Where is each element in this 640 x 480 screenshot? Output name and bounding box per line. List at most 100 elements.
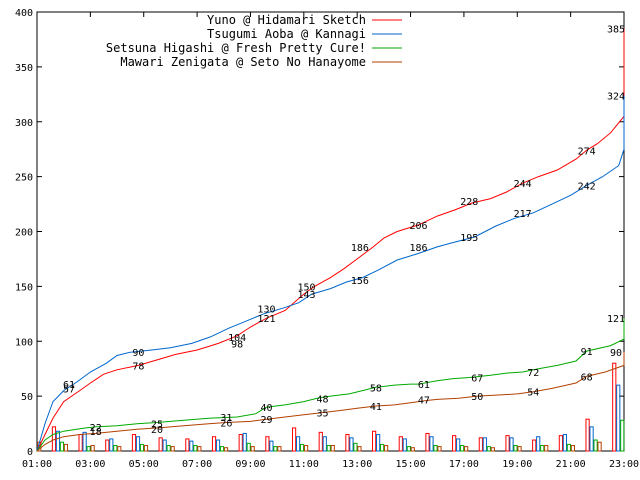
hourly-bar: [429, 436, 434, 452]
y-tick-label: 250: [15, 173, 33, 184]
hourly-bar: [277, 446, 282, 452]
x-tick-label: 15:00: [395, 459, 425, 470]
hourly-bar: [589, 426, 594, 452]
hourly-bar: [82, 431, 87, 452]
hourly-bar: [532, 439, 537, 452]
x-tick-label: 11:00: [289, 459, 319, 470]
hourly-bar: [349, 437, 354, 452]
hourly-bar: [437, 446, 442, 452]
hourly-bar: [330, 445, 335, 452]
y-tick-label: 150: [15, 282, 33, 293]
data-label: 40: [260, 403, 272, 414]
hourly-bar: [211, 436, 217, 452]
hourly-bar: [162, 439, 167, 452]
hourly-bar: [269, 440, 274, 452]
hourly-bar: [452, 435, 457, 452]
cumulative-lines: [36, 28, 625, 452]
hourly-bar: [398, 436, 403, 452]
hourly-bar: [616, 384, 621, 452]
hourly-bar: [246, 442, 251, 452]
hourly-bar: [544, 445, 549, 452]
data-label: 90: [610, 348, 622, 359]
hourly-bar: [357, 446, 362, 452]
legend-label: Mawari Zenigata @ Seto No Hanayome: [120, 55, 366, 69]
data-label: 72: [527, 368, 539, 379]
hourly-bar: [433, 445, 438, 452]
data-label: 18: [90, 427, 102, 438]
data-label: 324: [607, 91, 625, 102]
hourly-bar: [55, 430, 61, 452]
data-labels: 57 78 98 121 150 186 206 228 244 274 385 61 90 104 130…: [63, 24, 625, 438]
x-tick-label: 09:00: [235, 459, 265, 470]
hourly-bar: [189, 440, 194, 452]
series-line: [36, 28, 625, 452]
hourly-bar: [456, 438, 461, 452]
hourly-bar: [464, 446, 469, 452]
hourly-bar: [562, 434, 567, 452]
hourly-bar: [620, 419, 625, 452]
hourly-bar: [295, 436, 301, 452]
hourly-bar: [566, 443, 571, 452]
hourly-bar: [425, 432, 430, 452]
data-label: 35: [316, 409, 328, 420]
hourly-bar: [143, 445, 149, 452]
hourly-bar: [219, 446, 225, 452]
data-label: 150: [297, 282, 315, 293]
data-label: 48: [316, 394, 328, 405]
data-label: 274: [578, 146, 596, 157]
data-label: 41: [370, 402, 382, 413]
hourly-bar: [380, 443, 385, 452]
data-label: 29: [260, 415, 272, 426]
hourly-bar: [410, 447, 415, 452]
y-tick-label: 0: [27, 447, 33, 458]
data-label: 385: [607, 24, 625, 35]
hourly-bar: [585, 418, 590, 452]
data-label: 50: [471, 392, 483, 403]
hourly-bar: [326, 445, 331, 452]
hourly-bar: [113, 445, 118, 452]
y-tick-label: 350: [15, 63, 33, 74]
hourly-bar: [505, 435, 510, 452]
data-label: 217: [514, 209, 532, 220]
data-label: 61: [63, 380, 75, 391]
data-label: 186: [351, 243, 369, 254]
hourly-bar: [303, 445, 309, 452]
hourly-bar: [384, 445, 389, 452]
hourly-bar: [78, 434, 83, 452]
series-line: [36, 95, 625, 452]
x-tick-label: 23:00: [609, 459, 639, 470]
x-tick-label: 07:00: [182, 459, 212, 470]
hourly-bar: [299, 443, 305, 452]
hourly-bar: [273, 446, 278, 452]
data-label: 57: [63, 384, 75, 395]
data-label: 242: [578, 181, 596, 192]
hourly-bar: [353, 442, 358, 452]
hourly-bar: [242, 432, 247, 452]
data-label: 22: [90, 423, 102, 434]
hourly-bar: [372, 430, 377, 452]
hourly-bar: [322, 436, 327, 452]
x-tick-label: 13:00: [342, 459, 372, 470]
y-tick-label: 400: [15, 8, 33, 19]
data-label: 244: [514, 179, 532, 190]
hourly-bar: [482, 437, 487, 452]
data-label: 195: [460, 233, 478, 244]
data-label: 68: [581, 372, 593, 383]
hourly-bar: [402, 438, 407, 452]
hourly-bar: [139, 443, 145, 452]
data-label: 156: [351, 276, 369, 287]
hourly-bar: [63, 443, 69, 452]
x-tick-label: 21:00: [556, 459, 586, 470]
data-label: 98: [231, 339, 243, 350]
data-label: 31: [220, 413, 232, 424]
hourly-bar: [318, 431, 323, 452]
data-label: 90: [132, 348, 144, 359]
y-tick-label: 300: [15, 118, 33, 129]
hourly-bar: [509, 437, 514, 452]
hourly-bar: [460, 445, 465, 452]
series-line: [36, 318, 625, 452]
hourly-bars: [37, 362, 625, 452]
hourly-bar: [223, 447, 229, 452]
x-tick-label: 05:00: [129, 459, 159, 470]
hourly-bar: [109, 438, 114, 452]
